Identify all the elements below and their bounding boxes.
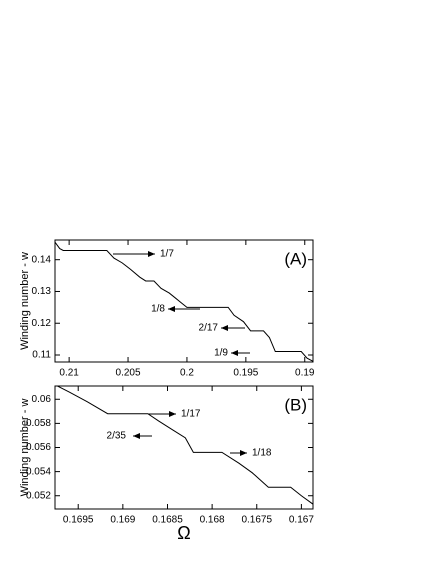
annotation: 1/8 xyxy=(151,304,165,315)
annotation: 1/17 xyxy=(181,409,201,420)
plot-frame xyxy=(54,385,314,510)
arrow-head xyxy=(168,306,175,312)
arrow-head xyxy=(133,433,140,439)
y-axis-label: Winding number - w xyxy=(19,252,31,350)
plot-frame xyxy=(54,239,314,363)
y-tick-label: 0.052 xyxy=(26,490,51,501)
x-tick-label: 0.195 xyxy=(233,368,258,379)
x-tick-label: 0.19 xyxy=(295,368,315,379)
y-tick-label: 0.13 xyxy=(32,286,52,297)
x-tick-label: 0.167 xyxy=(289,515,314,526)
y-tick-label: 0.12 xyxy=(32,318,52,329)
arrow-head xyxy=(221,325,228,331)
annotation: 1/18 xyxy=(252,448,272,459)
y-tick-label: 0.058 xyxy=(26,418,51,429)
x-tick-label: 0.21 xyxy=(59,368,79,379)
y-tick-label: 0.054 xyxy=(26,466,51,477)
x-axis-label: Ω xyxy=(177,523,190,543)
x-tick-label: 0.168 xyxy=(200,515,225,526)
y-tick-label: 0.14 xyxy=(32,254,52,265)
annotation: 1/7 xyxy=(160,249,174,260)
y-tick-label: 0.056 xyxy=(26,442,51,453)
y-tick-label: 0.06 xyxy=(32,394,52,405)
x-tick-label: 0.1675 xyxy=(241,515,272,526)
y-tick-label: 0.11 xyxy=(32,350,51,361)
staircase-line xyxy=(56,386,313,505)
annotation: 2/35 xyxy=(107,431,127,442)
arrow-head xyxy=(169,411,176,417)
x-tick-label: 0.1685 xyxy=(152,515,183,526)
panel-label: (A) xyxy=(284,249,307,268)
panel-label: (B) xyxy=(284,395,307,414)
arrow-head xyxy=(240,450,247,456)
arrow-head xyxy=(148,251,155,257)
staircase-line xyxy=(55,241,313,362)
x-tick-label: 0.1695 xyxy=(63,515,94,526)
annotation: 1/9 xyxy=(214,348,228,359)
x-tick-label: 0.205 xyxy=(116,368,141,379)
x-tick-label: 0.2 xyxy=(180,368,194,379)
x-tick-label: 0.169 xyxy=(110,515,135,526)
arrow-head xyxy=(231,350,238,356)
annotation: 2/17 xyxy=(199,323,219,334)
y-axis-label: Winding number - w xyxy=(19,399,31,497)
